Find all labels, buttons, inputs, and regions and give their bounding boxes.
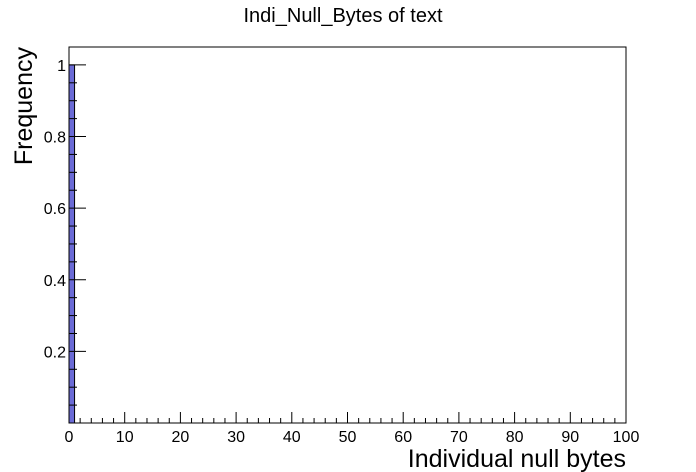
y-tick-label: 0.8: [44, 130, 66, 147]
chart-title: Indi_Null_Bytes of text: [244, 5, 443, 27]
x-tick-label: 20: [172, 429, 190, 446]
x-tick-label: 80: [506, 429, 524, 446]
x-tick-label: 50: [339, 429, 357, 446]
y-axis-ticks: 0.2 0.4 0.6 0.8 1: [44, 58, 86, 406]
x-tick-label: 0: [65, 429, 74, 446]
y-tick-label: 0.6: [44, 201, 66, 218]
x-axis-ticks: 0 10 20 30 40 50 60 70 80 90 100: [65, 412, 640, 446]
y-tick-label: 1: [57, 58, 66, 75]
x-tick-label: 10: [116, 429, 134, 446]
x-tick-label: 90: [561, 429, 579, 446]
y-axis-label: Frequency: [10, 47, 38, 166]
x-axis-label: Individual null bytes: [408, 445, 626, 472]
x-tick-label: 30: [227, 429, 245, 446]
x-tick-label: 40: [283, 429, 301, 446]
x-tick-label: 70: [450, 429, 468, 446]
x-tick-label: 60: [394, 429, 412, 446]
y-tick-label: 0.4: [44, 273, 66, 290]
x-tick-label: 100: [613, 429, 640, 446]
y-tick-label: 0.2: [44, 344, 66, 361]
plot-frame: [68, 46, 627, 424]
